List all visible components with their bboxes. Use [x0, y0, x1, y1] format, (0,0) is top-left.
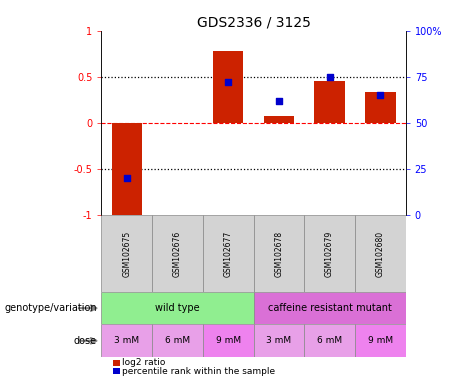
- Text: dose: dose: [74, 336, 97, 346]
- Bar: [112, 123, 142, 220]
- Bar: [304, 215, 355, 292]
- Bar: [304, 324, 355, 357]
- Text: GSM102678: GSM102678: [274, 230, 284, 276]
- Text: 6 mM: 6 mM: [317, 336, 342, 345]
- Bar: [152, 215, 203, 292]
- Bar: [264, 116, 294, 123]
- Text: GSM102680: GSM102680: [376, 230, 385, 276]
- Text: caffeine resistant mutant: caffeine resistant mutant: [268, 303, 391, 313]
- Point: [225, 79, 232, 85]
- Bar: [101, 215, 152, 292]
- Text: log2 ratio: log2 ratio: [122, 358, 165, 367]
- Text: GSM102676: GSM102676: [173, 230, 182, 276]
- Text: GSM102677: GSM102677: [224, 230, 233, 276]
- Point: [377, 92, 384, 98]
- Bar: [101, 292, 254, 324]
- Text: wild type: wild type: [155, 303, 200, 313]
- Bar: [355, 215, 406, 292]
- Text: GSM102679: GSM102679: [325, 230, 334, 276]
- Text: percentile rank within the sample: percentile rank within the sample: [122, 367, 275, 376]
- Text: 3 mM: 3 mM: [266, 336, 291, 345]
- Bar: [355, 324, 406, 357]
- Text: GSM102675: GSM102675: [122, 230, 131, 276]
- Point: [123, 175, 130, 181]
- Text: 9 mM: 9 mM: [368, 336, 393, 345]
- Bar: [254, 215, 304, 292]
- Point: [326, 74, 333, 80]
- Bar: [101, 324, 152, 357]
- Text: 3 mM: 3 mM: [114, 336, 139, 345]
- Bar: [254, 324, 304, 357]
- Bar: [314, 81, 345, 123]
- Bar: [203, 324, 254, 357]
- Bar: [365, 93, 396, 123]
- Bar: [254, 292, 406, 324]
- Text: 6 mM: 6 mM: [165, 336, 190, 345]
- Bar: [213, 51, 243, 123]
- Text: 9 mM: 9 mM: [216, 336, 241, 345]
- Bar: [203, 215, 254, 292]
- Point: [275, 98, 283, 104]
- Bar: [152, 324, 203, 357]
- Title: GDS2336 / 3125: GDS2336 / 3125: [196, 16, 311, 30]
- Text: genotype/variation: genotype/variation: [4, 303, 97, 313]
